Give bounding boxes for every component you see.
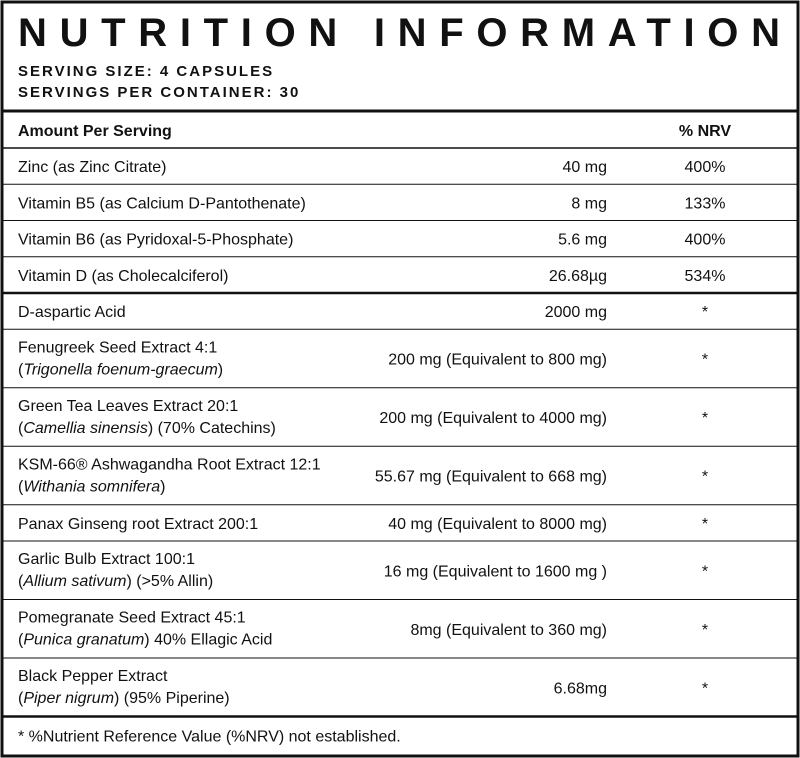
source-part: Withania somnifera bbox=[23, 478, 160, 495]
serving-size: SERVING SIZE: 4 CAPSULES bbox=[18, 63, 274, 80]
ingredient-name: Pomegranate Seed Extract 45:1 bbox=[18, 610, 246, 627]
ingredient-name: D-aspartic Acid bbox=[18, 304, 126, 321]
ingredient-name: Green Tea Leaves Extract 20:1 bbox=[18, 398, 238, 415]
ingredient-name: Garlic Bulb Extract 100:1 bbox=[18, 551, 195, 568]
nrv: 133% bbox=[685, 195, 726, 212]
ingredient-source: (Punica granatum) 40% Ellagic Acid bbox=[18, 632, 272, 649]
amount: 200 mg (Equivalent to 4000 mg) bbox=[379, 410, 607, 427]
ingredient-name: KSM-66® Ashwagandha Root Extract 12:1 bbox=[18, 456, 321, 473]
column-header: Amount Per Serving bbox=[18, 123, 172, 140]
ingredient-name: Fenugreek Seed Extract 4:1 bbox=[18, 339, 217, 356]
source-part: ) 40% Ellagic Acid bbox=[144, 632, 272, 649]
source-part: ( bbox=[18, 478, 24, 495]
ingredient-source: (Trigonella foenum-graecum) bbox=[18, 361, 223, 378]
column-header: % NRV bbox=[679, 123, 731, 140]
nrv: * bbox=[702, 680, 708, 697]
ingredient-source: (Withania somnifera) bbox=[18, 478, 165, 495]
source-part: ) (95% Piperine) bbox=[114, 690, 230, 707]
ingredient-source: (Allium sativum) (>5% Allin) bbox=[18, 573, 213, 590]
source-part: ) (>5% Allin) bbox=[126, 573, 213, 590]
source-part: ( bbox=[18, 361, 24, 378]
source-part: ) (70% Catechins) bbox=[148, 420, 276, 437]
amount: 5.6 mg bbox=[558, 232, 607, 249]
nrv: * bbox=[702, 352, 708, 369]
amount: 26.68µg bbox=[549, 268, 607, 285]
source-part: ( bbox=[18, 690, 24, 707]
source-part: Piper nigrum bbox=[23, 690, 114, 707]
amount: 200 mg (Equivalent to 800 mg) bbox=[388, 352, 607, 369]
servings-per-container: SERVINGS PER CONTAINER: 30 bbox=[18, 84, 300, 101]
nrv: * bbox=[702, 622, 708, 639]
amount: 6.68mg bbox=[554, 680, 607, 697]
source-part: ) bbox=[218, 361, 223, 378]
nrv: 534% bbox=[685, 268, 726, 285]
ingredient-name: Vitamin B5 (as Calcium D-Pantothenate) bbox=[18, 195, 306, 212]
nrv: * bbox=[702, 469, 708, 486]
ingredient-name: Zinc (as Zinc Citrate) bbox=[18, 159, 166, 176]
amount: 40 mg (Equivalent to 8000 mg) bbox=[388, 516, 607, 533]
ingredient-name: Vitamin D (as Cholecalciferol) bbox=[18, 268, 228, 285]
ingredient-name: Vitamin B6 (as Pyridoxal-5-Phosphate) bbox=[18, 232, 293, 249]
source-part: Trigonella foenum-graecum bbox=[23, 361, 217, 378]
source-part: ( bbox=[18, 632, 24, 649]
source-part: Punica granatum bbox=[23, 632, 144, 649]
amount: 8mg (Equivalent to 360 mg) bbox=[410, 622, 607, 639]
amount: 8 mg bbox=[571, 195, 607, 212]
nrv: 400% bbox=[685, 232, 726, 249]
title: NUTRITION INFORMATION bbox=[18, 11, 780, 55]
nrv: * bbox=[702, 410, 708, 427]
source-part: Allium sativum bbox=[22, 573, 126, 590]
amount: 40 mg bbox=[563, 159, 607, 176]
amount: 16 mg (Equivalent to 1600 mg ) bbox=[384, 563, 607, 580]
ingredient-source: (Camellia sinensis) (70% Catechins) bbox=[18, 420, 276, 437]
ingredient-name: Panax Ginseng root Extract 200:1 bbox=[18, 516, 258, 533]
amount: 55.67 mg (Equivalent to 668 mg) bbox=[375, 469, 607, 486]
ingredient-name: Black Pepper Extract bbox=[18, 668, 168, 685]
source-part: ( bbox=[18, 420, 24, 437]
nrv: * bbox=[702, 563, 708, 580]
nrv: * bbox=[702, 516, 708, 533]
nrv: * bbox=[702, 304, 708, 321]
source-part: ( bbox=[18, 573, 24, 590]
amount: 2000 mg bbox=[545, 304, 607, 321]
source-part: ) bbox=[160, 478, 165, 495]
source-part: Camellia sinensis bbox=[23, 420, 148, 437]
footnote: * %Nutrient Reference Value (%NRV) not e… bbox=[18, 729, 401, 746]
nrv: 400% bbox=[685, 159, 726, 176]
ingredient-source: (Piper nigrum) (95% Piperine) bbox=[18, 690, 230, 707]
